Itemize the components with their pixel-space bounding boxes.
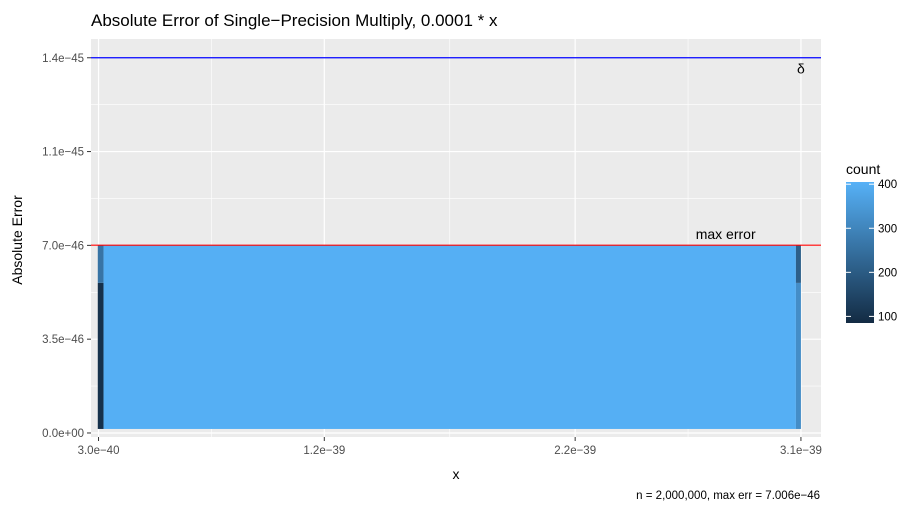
legend-tick-label: 100	[878, 311, 897, 323]
legend: count 100 200 300 400	[846, 161, 897, 323]
y-tick-label: 1.4e−45	[42, 53, 84, 65]
x-axis-title: x	[453, 466, 460, 482]
legend-tick-label: 200	[878, 267, 897, 279]
heatmap-cell	[97, 245, 104, 283]
x-tick-label: 1.2e−39	[303, 445, 345, 457]
chart-title: Absolute Error of Single−Precision Multi…	[91, 11, 498, 30]
heatmap-cell	[795, 282, 801, 429]
chart-caption: n = 2,000,000, max err = 7.006e−46	[636, 490, 820, 502]
legend-tick-label: 300	[878, 223, 897, 235]
y-tick-label: 3.5e−46	[42, 334, 84, 346]
y-tick-label: 7.0e−46	[42, 240, 84, 252]
x-tick-label: 2.2e−39	[554, 445, 596, 457]
x-tick-label: 3.1e−39	[780, 445, 822, 457]
y-tick-label: 0.0e+00	[42, 428, 84, 440]
max-error-label: max error	[696, 226, 756, 242]
delta-label: δ	[797, 60, 805, 76]
y-axis-title: Absolute Error	[9, 195, 25, 285]
y-tick-label: 1.1e−45	[42, 147, 84, 159]
legend-title: count	[846, 161, 880, 177]
legend-colorbar	[846, 182, 874, 323]
legend-tick-label: 400	[878, 179, 897, 191]
x-tick-label: 3.0e−40	[78, 445, 120, 457]
heatmap-cell	[97, 282, 104, 429]
heatmap-cell	[795, 245, 801, 283]
heatmap-cell	[103, 245, 796, 429]
